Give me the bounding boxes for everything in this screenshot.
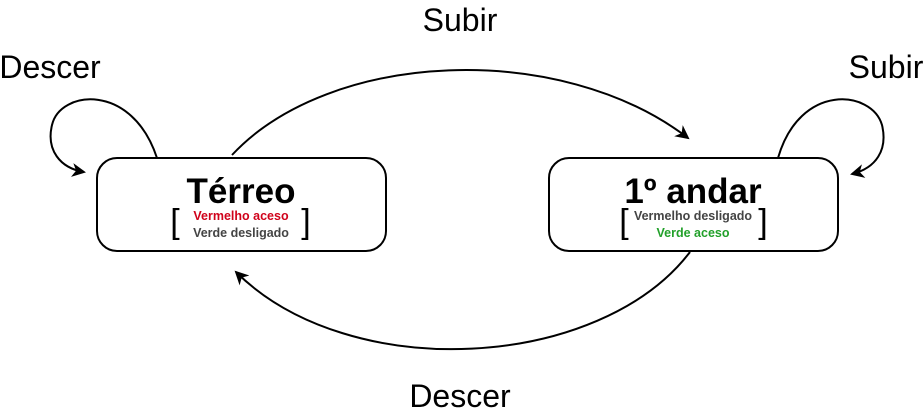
state-andar-red-status: Vermelho desligado <box>634 209 752 223</box>
state-terreo-red-status: Vermelho aceso <box>193 209 289 223</box>
self-loop-subir-arrow <box>777 98 885 178</box>
self-loop-label-descer: Descer <box>0 49 101 85</box>
self-loop-descer-arrow <box>49 98 158 177</box>
bracket-close: ] <box>301 203 310 241</box>
state-terreo-title: Térreo <box>187 172 296 211</box>
bracket-close: ] <box>758 203 767 241</box>
bracket-open: [ <box>170 203 180 241</box>
state-andar-green-status: Verde aceso <box>657 226 730 240</box>
state-andar-box <box>548 157 839 252</box>
state-andar: 1º andar [ ] Vermelho desligado Verde ac… <box>548 157 839 252</box>
transition-label-subir: Subir <box>423 2 498 38</box>
state-terreo-green-status: Verde desligado <box>193 226 289 240</box>
state-andar-title: 1º andar <box>624 172 762 211</box>
transition-label-descer: Descer <box>409 378 511 414</box>
state-terreo-box <box>96 157 387 252</box>
self-loop-label-subir: Subir <box>849 49 923 85</box>
transition-descer-arrow <box>234 251 691 351</box>
bracket-open: [ <box>619 203 629 241</box>
transition-subir-arrow <box>231 69 690 156</box>
state-terreo: Térreo [ ] Vermelho aceso Verde desligad… <box>96 157 387 252</box>
